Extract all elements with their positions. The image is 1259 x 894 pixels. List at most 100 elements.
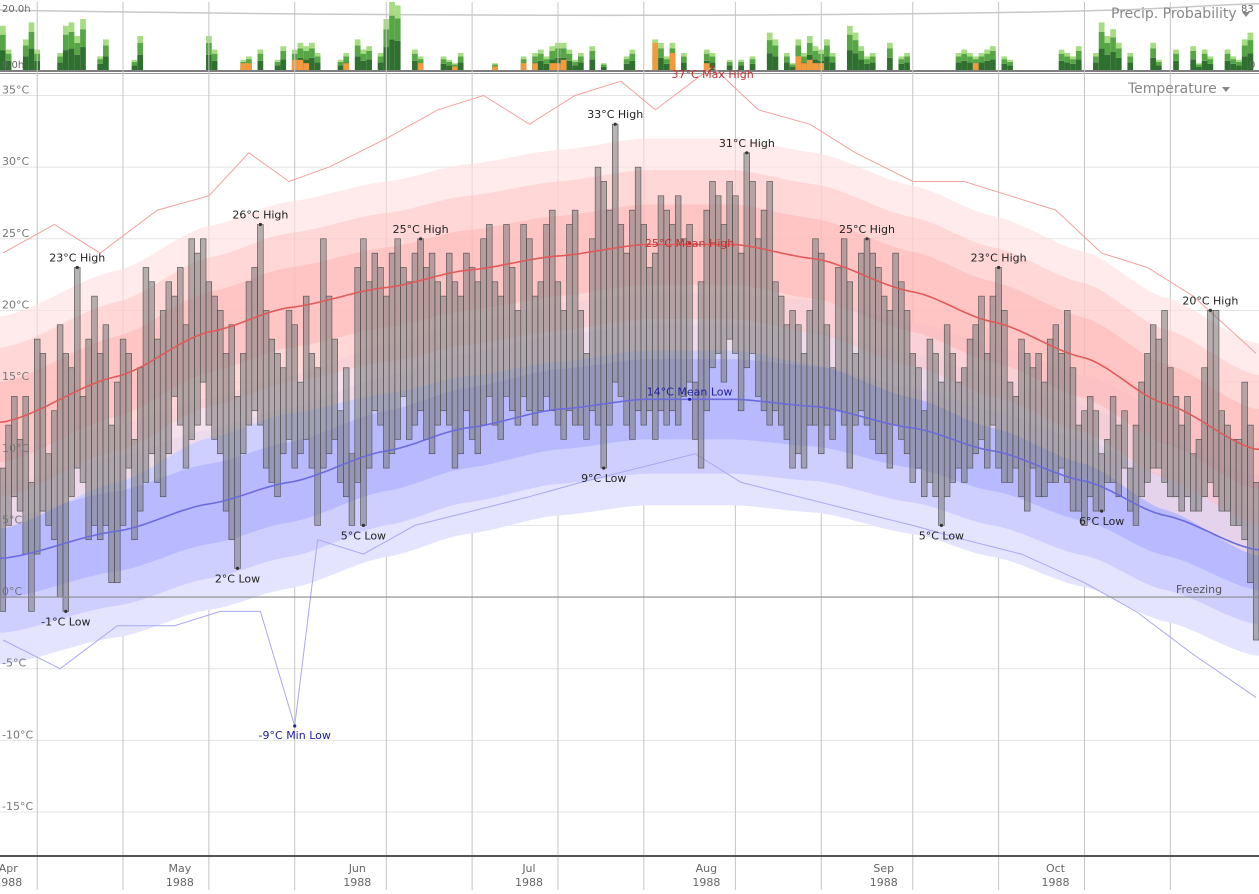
precip-bar-dark	[1236, 65, 1242, 70]
daily-temp-bar	[200, 238, 207, 383]
daily-temp-bar	[1024, 353, 1031, 512]
precip-bar-light	[898, 56, 905, 60]
daily-temp-bar	[1144, 353, 1151, 483]
daily-temp-bar	[743, 152, 750, 369]
annotation-dot	[1100, 509, 1104, 513]
precip-bar-dark	[1093, 62, 1099, 70]
precip-bar-mid	[366, 50, 372, 60]
precip-bar	[274, 59, 281, 70]
daily-temp-bar	[1081, 410, 1088, 526]
daily-temp-bar	[440, 295, 447, 412]
daily-temp-bar	[972, 324, 979, 455]
precip-bar-dark	[789, 66, 796, 70]
daily-temp-bar	[325, 295, 333, 455]
precip-bar	[806, 36, 813, 70]
precip-bar-mid	[1064, 56, 1071, 63]
precip-bar-mid	[28, 31, 35, 49]
precip-bar-mid	[103, 45, 109, 57]
daily-temp-bar	[1006, 381, 1014, 483]
precip-bar-light	[784, 53, 790, 57]
daily-temp-bar	[91, 295, 98, 526]
precip-bar-mid	[795, 45, 802, 57]
precip-bar	[1224, 49, 1231, 70]
precip-bar-mid	[967, 56, 973, 63]
precip-bar-dark	[28, 48, 35, 70]
precip-bar-light	[131, 59, 138, 62]
precip-bar-light	[663, 56, 670, 60]
annotation-dot	[939, 523, 944, 528]
precip-bar-mid	[703, 53, 710, 61]
daily-temp-bar	[1178, 424, 1185, 512]
temperature-dropdown[interactable]: Temperature	[1128, 81, 1230, 97]
precip-bar-mid	[681, 56, 687, 63]
precip-bar-light	[549, 46, 556, 51]
precip-bar-orange	[795, 56, 802, 70]
precip-bar	[1207, 56, 1214, 70]
precip-bar	[1236, 59, 1242, 70]
precip-bar	[1075, 46, 1082, 70]
precip-bar-mid	[360, 53, 367, 61]
daily-temp-bar	[182, 324, 190, 469]
precip-bar-light	[22, 39, 29, 46]
precip-bar-light	[446, 59, 453, 62]
precip-bar-mid	[257, 53, 264, 61]
precip-bar-light	[240, 59, 247, 62]
daily-temp-bar	[880, 295, 888, 455]
precip-bar	[280, 46, 287, 70]
precip-probability-line	[0, 2, 1259, 17]
precip-bar-orange	[703, 63, 710, 70]
precip-bar	[1093, 53, 1099, 70]
precip-bar	[97, 56, 104, 70]
daily-temp-bar	[1092, 410, 1100, 512]
annotation-label: 25°C Mean High	[645, 237, 734, 250]
precip-bar-light	[709, 53, 716, 57]
precip-bar-dark	[1173, 60, 1179, 70]
precip-bar-dark	[1224, 60, 1231, 70]
daily-temp-bar	[823, 324, 831, 426]
precip-bar-dark	[57, 62, 63, 70]
precip-bar-light	[1196, 63, 1202, 65]
daily-temp-bar	[119, 338, 127, 526]
x-tick-month-label: Apr	[0, 862, 18, 875]
precip-bar-light	[452, 63, 458, 65]
precip-bar-dark	[1070, 63, 1076, 70]
daily-temp-bar	[177, 267, 184, 426]
precip-bar	[537, 49, 544, 70]
precip-bar-orange	[297, 59, 304, 70]
precip-bar	[354, 39, 361, 70]
y-tick-label: 0°C	[2, 585, 22, 598]
precip-bar	[864, 56, 870, 70]
precip-axis-right-min-label: 0	[1249, 60, 1255, 71]
daily-temp-bar	[22, 396, 29, 555]
daily-temp-bar	[1109, 396, 1117, 483]
annotation-label: 9°C Low	[581, 472, 626, 485]
precip-bar	[738, 59, 744, 70]
precip-bar-dark	[68, 48, 75, 70]
precip-bar	[520, 56, 527, 70]
precip-bar	[394, 5, 401, 70]
precip-bar	[766, 32, 773, 70]
precip-bar	[57, 53, 63, 70]
temperature-label: Temperature	[1128, 81, 1217, 97]
precip-bar-mid	[440, 59, 447, 64]
y-tick-label: 15°C	[2, 370, 29, 383]
precip-bar-mid	[446, 61, 453, 66]
daily-temp-bar	[1184, 396, 1191, 498]
precip-bar-light	[1110, 29, 1116, 38]
daily-temp-bar	[285, 310, 293, 440]
precip-bar-mid	[623, 59, 630, 64]
precip-bar-light	[652, 39, 659, 46]
daily-temp-bar	[446, 252, 453, 426]
precip-bar-light	[303, 46, 310, 51]
daily-temp-bar	[543, 224, 550, 397]
precip-bar-light	[658, 42, 664, 49]
precip-bar-mid	[131, 61, 138, 66]
x-tick-month-label: Jun	[348, 862, 366, 875]
precip-bar-orange	[343, 63, 350, 70]
daily-temp-bar	[337, 410, 344, 483]
precip-bar-dark	[824, 56, 830, 70]
precip-bar-light	[749, 56, 756, 60]
precip-probability-dropdown[interactable]: Precip. Probability	[1111, 6, 1250, 22]
precip-bar-light	[309, 42, 315, 49]
precip-axis-right-max-label: 83	[1241, 4, 1254, 15]
